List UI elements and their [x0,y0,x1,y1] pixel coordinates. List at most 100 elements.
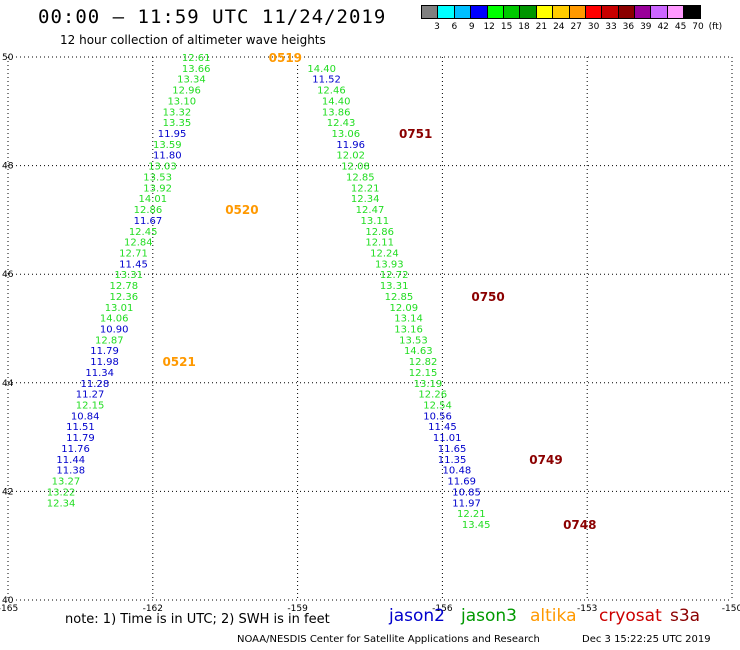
swh-value: 13.92 [143,183,172,194]
color-scale-label: 24 [553,22,565,32]
swh-value: 10.90 [100,325,129,336]
swh-value: 12.45 [129,227,158,238]
swh-value: 11.44 [56,455,85,466]
swh-value: 13.06 [332,129,361,140]
swh-value: 12.34 [47,498,76,509]
swh-value: 12.85 [346,172,375,183]
swh-value: 12.54 [423,401,452,412]
y-tick-label: 40 [2,596,14,606]
swh-value: 11.01 [433,433,462,444]
color-scale-label: 3 [434,22,440,32]
y-tick-label: 42 [2,487,13,497]
swh-value: 11.80 [153,151,182,162]
swh-value: 10.85 [452,487,481,498]
units-note: note: 1) Time is in UTC; 2) SWH is in fe… [65,612,330,627]
swh-value: 11.98 [90,357,119,368]
swh-value: 11.38 [56,466,85,477]
chart-subtitle: 12 hour collection of altimeter wave hei… [60,33,326,47]
color-scale-label: 9 [468,22,475,32]
swh-value: 12.21 [351,183,380,194]
swh-value: 12.87 [95,335,124,346]
legend-s3a: s3a [670,606,701,626]
swh-value: 11.45 [119,259,148,270]
grid-lines [7,56,733,601]
pass-time-label: 0749 [529,453,562,467]
legend-altika: altika [530,606,577,626]
x-tick-label: -162 [143,604,163,614]
swh-value: 11.96 [336,140,365,151]
swh-value: 11.67 [134,216,163,227]
color-scale-label: (ft) [708,22,723,32]
swh-color-scale [421,5,701,19]
swh-value: 14.06 [100,314,129,325]
swh-value: 11.97 [452,498,481,509]
swh-value: 13.93 [375,259,404,270]
legend-jason3: jason3 [461,606,517,626]
color-scale-label: 70 [692,22,704,32]
y-tick-label: 46 [2,270,14,280]
swh-value: 13.14 [394,314,423,325]
pass-time-label: 0751 [399,127,432,141]
swh-value: 13.01 [105,303,134,314]
swh-value: 11.35 [438,455,467,466]
swh-value: 13.16 [394,325,423,336]
swh-value: 12.34 [351,194,380,205]
swh-value: 11.69 [447,477,476,488]
swh-value: 10.84 [71,411,100,422]
color-scale-label: 33 [605,22,617,32]
swh-value: 13.27 [52,477,81,488]
swh-value: 14.63 [404,346,433,357]
swh-value: 12.61 [182,53,211,64]
swh-value: 14.01 [138,194,167,205]
swh-value: 12.82 [409,357,438,368]
swh-value: 13.11 [361,216,390,227]
swh-value: 12.15 [76,401,105,412]
y-tick-label: 44 [2,379,14,389]
swh-value: 13.53 [143,172,172,183]
swh-value: 12.11 [365,238,394,249]
swh-value: 13.66 [182,64,211,75]
swh-value: 13.34 [177,75,206,86]
swh-value: 13.19 [414,379,443,390]
color-scale-label: 6 [451,22,458,32]
swh-value: 12.84 [124,238,153,249]
color-scale-label: 45 [674,22,687,32]
swh-value: 12.24 [370,248,399,259]
swh-value: 12.26 [418,390,447,401]
swh-value: 13.86 [322,107,351,118]
swh-value: 12.36 [110,292,139,303]
color-scale-label: 30 [587,22,600,32]
color-scale-label: 42 [657,22,669,32]
swh-value: 10.48 [443,466,472,477]
swh-value: 13.22 [47,487,76,498]
swh-value: 12.09 [389,303,418,314]
axis-labels: -165 -162 -159 -156 -153 -150 40 42 44 46 48 50 [0,53,740,614]
swh-value: 11.79 [66,433,95,444]
x-tick-label: -165 [0,604,18,614]
color-scale-cell [683,5,701,19]
color-scale-label: 18 [518,22,530,32]
swh-value: 11.34 [85,368,114,379]
swh-value: 14.40 [322,96,351,107]
color-scale-label: 12 [483,22,495,32]
swh-value: 13.53 [399,335,428,346]
swh-value: 12.15 [409,368,438,379]
color-scale-label: 15 [500,22,513,32]
swh-value: 13.10 [167,96,196,107]
color-scale-label: 27 [570,22,582,32]
swh-value: 13.32 [163,107,192,118]
pass-time-label: 0748 [563,518,596,532]
x-tick-label: -156 [432,604,453,614]
pass-time-label: 0750 [471,290,504,304]
swh-value: 11.95 [158,129,187,140]
swh-value: 13.35 [163,118,192,129]
generation-timestamp: Dec 3 15:22:25 UTC 2019 [582,634,711,645]
swh-value: 12.43 [327,118,356,129]
swh-value: 12.96 [172,86,201,97]
swh-value: 11.51 [66,422,95,433]
swh-value: 11.45 [428,422,457,433]
pass-time-label: 0519 [269,51,302,65]
pass-time-label: 0520 [225,203,258,217]
color-scale-label: 39 [640,22,652,32]
